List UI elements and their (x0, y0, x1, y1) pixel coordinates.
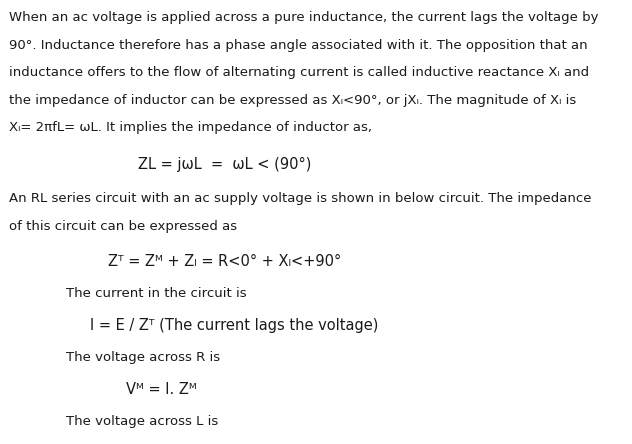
Text: Vᴹ = I. Zᴹ: Vᴹ = I. Zᴹ (126, 382, 197, 397)
Text: I = E / Zᵀ (The current lags the voltage): I = E / Zᵀ (The current lags the voltage… (90, 318, 378, 333)
Text: An RL series circuit with an ac supply voltage is shown in below circuit. The im: An RL series circuit with an ac supply v… (9, 192, 592, 205)
Text: When an ac voltage is applied across a pure inductance, the current lags the vol: When an ac voltage is applied across a p… (9, 11, 599, 24)
Text: inductance offers to the flow of alternating current is called inductive reactan: inductance offers to the flow of alterna… (9, 66, 590, 79)
Text: ZL = jωL  =  ωL < (90°): ZL = jωL = ωL < (90°) (138, 157, 311, 172)
Text: 90°. Inductance therefore has a phase angle associated with it. The opposition t: 90°. Inductance therefore has a phase an… (9, 39, 588, 52)
Text: The voltage across L is: The voltage across L is (66, 415, 219, 428)
Text: Zᵀ = Zᴹ + Zₗ = R<0° + Xₗ<+90°: Zᵀ = Zᴹ + Zₗ = R<0° + Xₗ<+90° (107, 254, 341, 269)
Text: Xₗ= 2πfL= ωL. It implies the impedance of inductor as,: Xₗ= 2πfL= ωL. It implies the impedance o… (9, 121, 372, 134)
Text: of this circuit can be expressed as: of this circuit can be expressed as (9, 220, 238, 233)
Text: The voltage across R is: The voltage across R is (66, 351, 221, 364)
Text: the impedance of inductor can be expressed as Xₗ<90°, or jXₗ. The magnitude of X: the impedance of inductor can be express… (9, 94, 577, 107)
Text: The current in the circuit is: The current in the circuit is (66, 287, 247, 300)
